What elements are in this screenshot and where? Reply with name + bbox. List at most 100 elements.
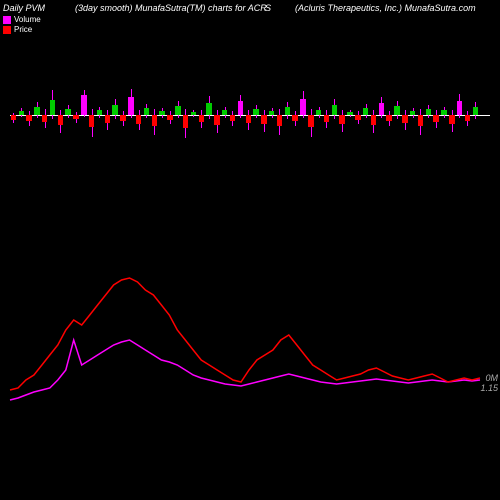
bar-slot [401, 80, 408, 150]
bar-slot [127, 80, 134, 150]
bar-body [199, 115, 204, 122]
bar-body [42, 115, 47, 122]
bar-slot [464, 80, 471, 150]
chart-header: Daily PVM (3day smooth) MunafaSutra(TM) … [0, 3, 500, 17]
bar-body [300, 99, 305, 115]
bar-slot [253, 80, 260, 150]
bar-body [128, 97, 133, 115]
bar-slot [49, 80, 56, 150]
bar-slot [331, 80, 338, 150]
bar-slot [65, 80, 72, 150]
axis-label-top: 0M [485, 373, 498, 383]
bar-slot [347, 80, 354, 150]
bar-body [238, 101, 243, 115]
bar-body [73, 115, 78, 119]
bar-body [222, 110, 227, 115]
bar-slot [409, 80, 416, 150]
bar-body [457, 101, 462, 115]
bar-body [261, 115, 266, 124]
bar-body [465, 115, 470, 121]
bar-body [183, 115, 188, 128]
bar-body [292, 115, 297, 121]
title-left: Daily PVM [3, 3, 45, 13]
bar-body [473, 107, 478, 115]
bar-slot [10, 80, 17, 150]
bar-slot [378, 80, 385, 150]
bar-slot [425, 80, 432, 150]
bar-body [285, 107, 290, 115]
bar-slot [174, 80, 181, 150]
bar-slot [417, 80, 424, 150]
bar-body [316, 110, 321, 115]
bar-slot [120, 80, 127, 150]
bar-body [441, 110, 446, 115]
bar-body [246, 115, 251, 123]
bar-slot [284, 80, 291, 150]
bar-body [379, 103, 384, 115]
bar-body [230, 115, 235, 121]
bar-slot [237, 80, 244, 150]
bar-slot [261, 80, 268, 150]
title-smooth: (3day smooth) MunafaSutra(TM) charts for… [75, 3, 267, 13]
bar-body [159, 111, 164, 115]
bar-body [206, 103, 211, 115]
bar-body [65, 109, 70, 115]
bar-body [81, 95, 86, 115]
bar-slot [448, 80, 455, 150]
price-swatch [3, 26, 11, 34]
bar-slot [73, 80, 80, 150]
bar-slot [221, 80, 228, 150]
bar-body [363, 108, 368, 115]
legend-volume: Volume [3, 15, 41, 25]
bar-slot [433, 80, 440, 150]
bar-body [167, 115, 172, 120]
bar-body [105, 115, 110, 123]
bar-body [386, 115, 391, 121]
bar-body [324, 115, 329, 122]
bar-body [97, 110, 102, 115]
bar-body [136, 115, 141, 124]
bar-body [347, 112, 352, 115]
bar-body [269, 111, 274, 115]
line-chart-area [10, 270, 480, 430]
bar-slot [229, 80, 236, 150]
bar-slot [323, 80, 330, 150]
bar-slot [104, 80, 111, 150]
bar-body [50, 100, 55, 115]
bar-slot [33, 80, 40, 150]
legend-price: Price [3, 25, 41, 35]
bar-slot [41, 80, 48, 150]
bar-slot [370, 80, 377, 150]
bar-body [120, 115, 125, 121]
bar-body [433, 115, 438, 122]
bar-slot [18, 80, 25, 150]
bar-body [191, 112, 196, 115]
bar-slot [472, 80, 479, 150]
bar-slot [268, 80, 275, 150]
bar-body [449, 115, 454, 124]
bar-body [89, 115, 94, 127]
bar-body [339, 115, 344, 124]
bar-slot [300, 80, 307, 150]
bar-chart-area [10, 80, 480, 150]
volume-label: Volume [14, 15, 41, 25]
bar-slot [354, 80, 361, 150]
bar-slot [159, 80, 166, 150]
bar-body [34, 107, 39, 115]
bar-slot [182, 80, 189, 150]
bar-slot [386, 80, 393, 150]
bar-slot [26, 80, 33, 150]
bar-body [426, 109, 431, 115]
bar-body [277, 115, 282, 126]
bar-body [402, 115, 407, 123]
bar-slot [214, 80, 221, 150]
bar-slot [276, 80, 283, 150]
bar-body [355, 115, 360, 120]
lines-svg [10, 270, 480, 430]
bar-slot [198, 80, 205, 150]
bar-body [26, 115, 31, 121]
bar-slot [441, 80, 448, 150]
bar-slot [80, 80, 87, 150]
bar-body [58, 115, 63, 125]
bar-slot [206, 80, 213, 150]
